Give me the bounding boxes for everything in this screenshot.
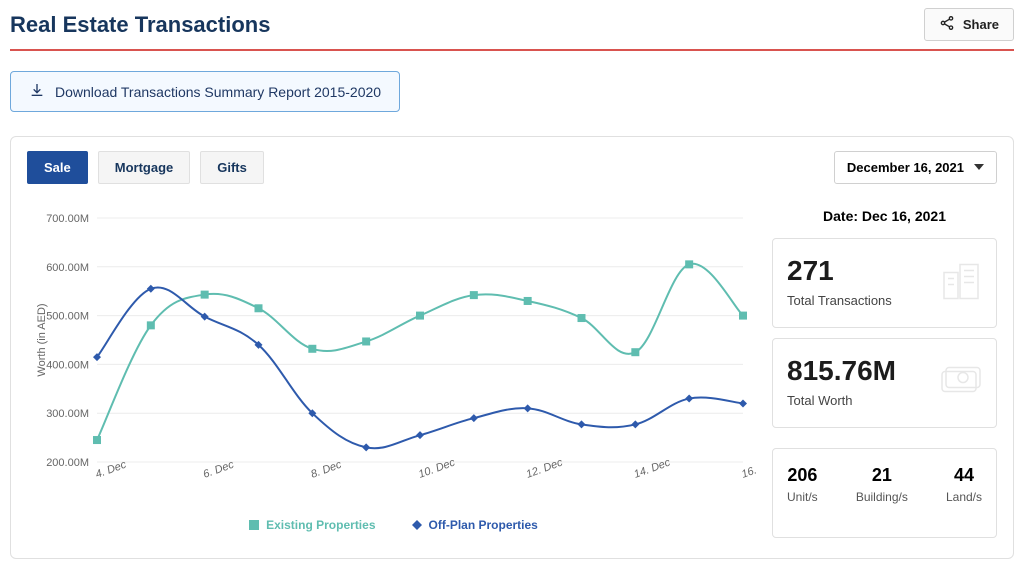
legend-label: Off-Plan Properties xyxy=(429,518,538,532)
download-icon xyxy=(29,82,45,101)
breakdown-value: 206 xyxy=(787,465,818,486)
breakdown-label: Land/s xyxy=(946,490,982,504)
page-header: Real Estate Transactions Share xyxy=(10,8,1014,51)
breakdown-card: 206 Unit/s 21 Building/s 44 Land/s xyxy=(772,448,997,538)
content-row: 200.00M 300.00M 400.00M 500.00M 600.00M 700.0… xyxy=(27,208,997,538)
download-label: Download Transactions Summary Report 201… xyxy=(55,84,381,100)
svg-text:12. Dec: 12. Dec xyxy=(525,456,565,480)
worth-line-chart: 200.00M 300.00M 400.00M 500.00M 600.00M 700.0… xyxy=(27,208,757,508)
panel-toolbar: Sale Mortgage Gifts December 16, 2021 xyxy=(27,151,997,184)
date-picker-label: December 16, 2021 xyxy=(847,160,964,175)
svg-text:200.00M: 200.00M xyxy=(46,457,89,469)
legend-item: Existing Properties xyxy=(249,518,375,532)
tab-sale[interactable]: Sale xyxy=(27,151,88,184)
share-button[interactable]: Share xyxy=(924,8,1014,41)
buildings-icon xyxy=(938,261,986,306)
share-label: Share xyxy=(963,17,999,32)
breakdown-item: 206 Unit/s xyxy=(787,465,818,504)
breakdown-item: 21 Building/s xyxy=(856,465,908,504)
svg-text:14. Dec: 14. Dec xyxy=(632,456,672,480)
tab-gifts[interactable]: Gifts xyxy=(200,151,264,184)
legend-label: Existing Properties xyxy=(266,518,375,532)
svg-text:16. Dec: 16. Dec xyxy=(740,456,757,480)
breakdown-item: 44 Land/s xyxy=(946,465,982,504)
tab-mortgage[interactable]: Mortgage xyxy=(98,151,191,184)
stat-card: 815.76MTotal Worth xyxy=(772,338,997,428)
svg-text:600.00M: 600.00M xyxy=(46,262,89,274)
stats-column: Date: Dec 16, 2021 271Total Transactions… xyxy=(772,208,997,538)
dashboard-panel: Sale Mortgage Gifts December 16, 2021 200.… xyxy=(10,136,1014,559)
cash-icon xyxy=(938,362,986,405)
svg-text:400.00M: 400.00M xyxy=(46,359,89,371)
chevron-down-icon xyxy=(974,160,984,175)
legend-item: Off-Plan Properties xyxy=(412,518,538,532)
share-icon xyxy=(939,15,955,34)
svg-text:500.00M: 500.00M xyxy=(46,311,89,323)
svg-text:700.00M: 700.00M xyxy=(46,213,89,225)
breakdown-value: 21 xyxy=(856,465,908,486)
breakdown-label: Building/s xyxy=(856,490,908,504)
svg-text:Worth (in AED): Worth (in AED) xyxy=(36,303,48,376)
svg-text:300.00M: 300.00M xyxy=(46,408,89,420)
download-report-button[interactable]: Download Transactions Summary Report 201… xyxy=(10,71,400,112)
stats-date: Date: Dec 16, 2021 xyxy=(772,208,997,224)
transaction-type-tabs: Sale Mortgage Gifts xyxy=(27,151,264,184)
chart-legend: Existing Properties Off-Plan Properties xyxy=(27,518,760,532)
chart-container: 200.00M 300.00M 400.00M 500.00M 600.00M 700.0… xyxy=(27,208,760,538)
breakdown-label: Unit/s xyxy=(787,490,818,504)
stat-card: 271Total Transactions xyxy=(772,238,997,328)
breakdown-value: 44 xyxy=(946,465,982,486)
date-picker[interactable]: December 16, 2021 xyxy=(834,151,997,184)
svg-text:10. Dec: 10. Dec xyxy=(417,456,457,480)
page-title: Real Estate Transactions xyxy=(10,12,270,38)
